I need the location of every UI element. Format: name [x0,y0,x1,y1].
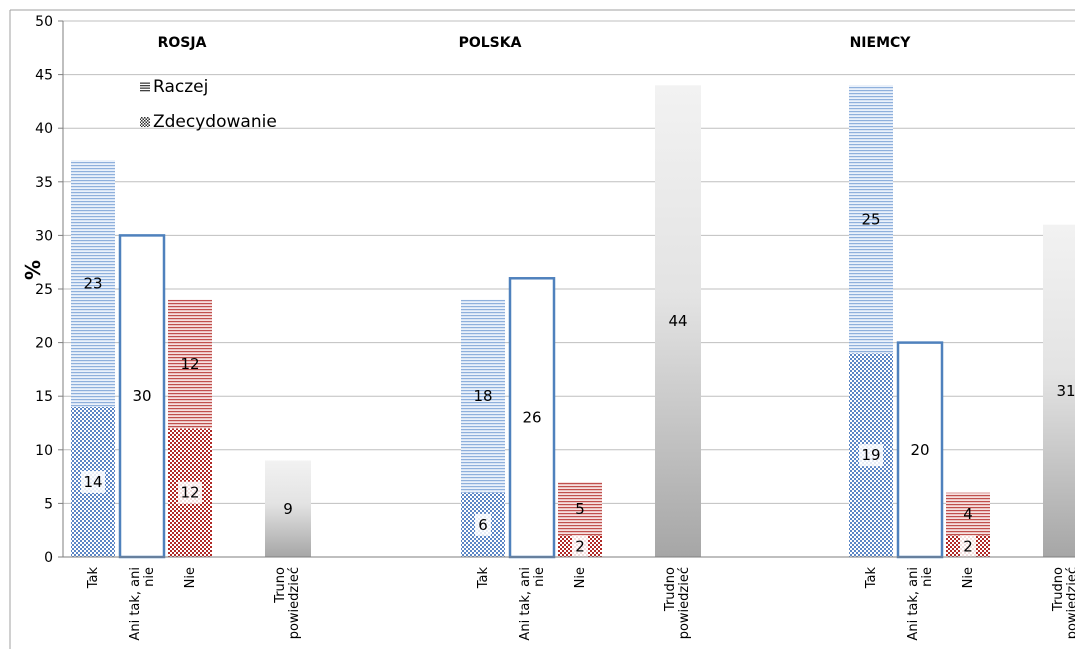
x-category-label: Trudno powiedzieć [663,567,692,639]
group-label: ROSJA [158,35,207,51]
x-category-label: Nie [183,567,198,588]
bar-tak-raczej [849,85,893,354]
x-category-label-line: nie [920,567,935,587]
y-tick-label: 30 [35,228,53,244]
legend-label: Raczej [153,77,208,97]
x-category-label: Ani tak, ani nie [906,567,935,641]
x-category-label: Tak [476,567,491,590]
data-label: 30 [132,387,151,405]
data-label: 44 [668,312,687,330]
data-label: 12 [180,355,199,373]
x-category-label-line: nie [532,567,547,587]
x-category-label-line: powiedzieć [287,567,302,639]
data-label-bg [81,470,105,493]
y-tick-label: 15 [35,389,53,405]
data-label-bg [859,444,883,467]
group-label: NIEMCY [850,35,912,51]
data-label: 18 [473,387,492,405]
y-tick-label: 20 [35,336,53,352]
bar-nie-raczej [168,299,212,429]
data-label: 12 [180,484,199,502]
x-category-label-line: Trudno [663,567,678,612]
data-label: 5 [575,500,585,518]
bar-trudno [265,460,311,557]
data-label: 4 [963,505,973,523]
bar-tak-raczej [461,299,505,493]
x-category-label-line: Nie [961,567,976,588]
legend-swatch [140,82,150,92]
data-label: 20 [910,441,929,459]
x-category-label-line: nie [142,567,157,587]
y-tick-label: 25 [35,282,53,298]
y-tick-label: 0 [44,550,53,566]
data-label: 14 [83,473,102,491]
bar-tak-raczej [71,160,115,407]
y-tick-label: 45 [35,68,53,84]
data-label: 2 [575,537,585,555]
data-label: 23 [83,275,102,293]
x-category-label-line: Ani tak, ani [128,567,143,641]
x-category-label-line: Ani tak, ani [518,567,533,641]
x-category-label: Trudno powiedzieć [1051,567,1075,639]
y-tick-label: 40 [35,121,53,137]
x-category-label-line: Ani tak, ani [906,567,921,641]
y-tick-label: 50 [35,14,53,30]
x-category-label-line: Tak [476,567,491,590]
data-label: 9 [283,500,293,518]
x-category-label-line: Nie [573,567,588,588]
legend-swatch [140,117,150,127]
data-label-bg [475,513,491,536]
bar-nie-raczej [558,481,602,536]
x-category-label-line: Nie [183,567,198,588]
data-label-bg [572,535,588,558]
bar-neutral [508,277,556,559]
y-tick-label: 5 [44,496,53,512]
data-label: 25 [861,210,880,228]
x-category-label: Nie [961,567,976,588]
bar-nie-raczej [946,492,990,536]
x-category-label: Tak [86,567,101,590]
x-category-label-line: Tak [864,567,879,590]
data-label-bg [960,535,976,558]
y-axis-title: % [21,260,45,280]
data-label: 2 [963,537,973,555]
data-label: 31 [1056,382,1075,400]
x-category-label: Nie [573,567,588,588]
x-category-label: Truno powiedzieć [273,567,302,639]
data-label-bg [178,481,202,504]
x-category-label: Tak [864,567,879,590]
x-category-label-line: Truno [273,567,288,604]
data-label: 19 [861,446,880,464]
x-category-label: Ani tak, ani nie [128,567,157,641]
data-label: 6 [478,516,488,534]
y-tick-label: 10 [35,443,53,459]
data-label: 26 [522,409,541,427]
x-category-label-line: powiedzieć [677,567,692,639]
bar-trudno [655,85,701,557]
legend-label: Zdecydowanie [153,112,277,132]
x-category-label-line: powiedzieć [1065,567,1075,639]
x-category-label: Ani tak, ani nie [518,567,547,641]
group-label: POLSKA [459,35,522,51]
x-category-label-line: Tak [86,567,101,590]
bar-trudno [1043,224,1075,557]
y-tick-label: 35 [35,175,53,191]
x-category-label-line: Trudno [1051,567,1066,612]
